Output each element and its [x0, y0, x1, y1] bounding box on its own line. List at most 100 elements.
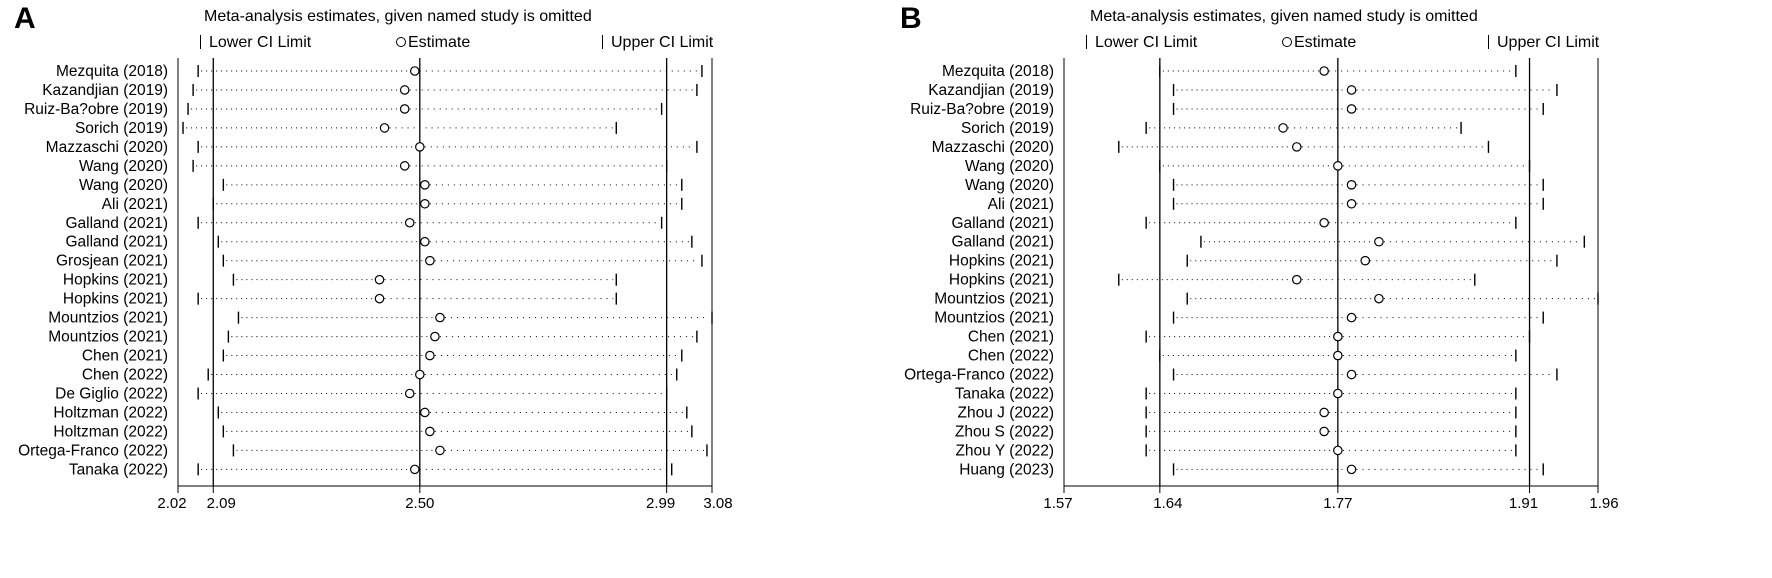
study-label: Huang (2023): [959, 461, 1054, 478]
study-label: Mountzios (2021): [934, 291, 1054, 308]
estimate-point: [435, 445, 445, 456]
estimate-point: [1346, 464, 1357, 475]
estimate-point: [404, 217, 415, 228]
legend-lower-label: Lower CI Limit: [209, 34, 312, 51]
study-label: Wang (2020): [965, 158, 1054, 175]
study-label: Zhou Y (2022): [955, 442, 1054, 459]
study-label: Hopkins (2021): [63, 272, 168, 289]
estimate-point: [379, 123, 390, 133]
legend-estimate: Estimate: [1282, 34, 1356, 56]
forest-plot-a: 2.02 2.09 2.50 2.99 3.08 Mezquita (2018) Kazan…: [18, 58, 733, 512]
estimate-point: [1291, 274, 1302, 285]
estimate-point: [1319, 66, 1329, 76]
estimate-point: [420, 407, 430, 418]
study-label: Kazandjian (2019): [928, 82, 1054, 99]
estimate-point: [374, 293, 385, 304]
estimate-point: [1360, 255, 1371, 266]
panel-a: A Meta-analysis estimates, given named s…: [14, 2, 733, 512]
study-label: Wang (2020): [79, 158, 168, 175]
estimate-point: [1346, 104, 1357, 114]
legend-estimate-label: Estimate: [408, 34, 471, 51]
study-label: Wang (2020): [965, 177, 1054, 194]
estimate-point: [404, 388, 415, 399]
estimate-point: [1346, 198, 1357, 209]
estimate-point: [1278, 123, 1288, 133]
estimate-point: [1374, 293, 1384, 304]
study-label: Mountzios (2021): [48, 310, 168, 327]
estimate-point: [415, 142, 425, 152]
study-label: Hopkins (2021): [63, 291, 168, 308]
x-tick-label: 1.96: [1589, 495, 1618, 512]
study-label: Ortega-Franco (2022): [904, 367, 1054, 384]
estimate-point: [374, 274, 385, 285]
estimate-point: [399, 85, 410, 95]
study-label: Wang (2020): [79, 177, 168, 194]
study-label: Zhou J (2022): [958, 404, 1055, 421]
legend-estimate-label: Estimate: [1294, 34, 1357, 51]
legend-upper-label: Upper CI Limit: [1497, 34, 1600, 51]
estimate-point: [1291, 142, 1302, 152]
panel-b: B Meta-analysis estimates, given named s…: [886, 0, 1772, 578]
legend-lower-ci: Lower CI Limit: [200, 34, 311, 56]
x-tick-label: 1.57: [1043, 495, 1072, 512]
estimate-point: [399, 161, 410, 171]
legend-upper-ci: Upper CI Limit: [1488, 34, 1599, 56]
study-label: Mazzaschi (2020): [932, 139, 1054, 156]
estimate-point: [420, 236, 430, 247]
study-label: Mazzaschi (2020): [46, 139, 168, 156]
study-label: Zhou S (2022): [955, 423, 1054, 440]
study-label: Grosjean (2021): [56, 253, 168, 270]
study-label: Tanaka (2022): [69, 461, 168, 478]
panel-letter: A: [14, 2, 36, 35]
estimate-point: [1346, 85, 1357, 95]
study-label: Holtzman (2022): [53, 423, 168, 440]
study-label: Mezquita (2018): [56, 63, 168, 80]
study-label: Chen (2021): [82, 348, 168, 365]
legend-upper-label: Upper CI Limit: [611, 34, 714, 51]
x-tick-label: 1.64: [1153, 495, 1182, 512]
study-label: Kazandjian (2019): [42, 82, 168, 99]
estimate-point: [1333, 161, 1343, 171]
estimate-point: [425, 426, 435, 437]
study-label: Mezquita (2018): [942, 63, 1054, 80]
study-label: Chen (2022): [82, 367, 168, 384]
study-label: Sorich (2019): [961, 120, 1054, 137]
study-label: Ruiz-Ba?obre (2019): [910, 101, 1054, 118]
estimate-point: [1374, 236, 1384, 247]
study-label: Ortega-Franco (2022): [18, 442, 168, 459]
estimate-point: [435, 312, 445, 323]
estimate-point: [1333, 331, 1343, 342]
study-label: Sorich (2019): [75, 120, 168, 137]
estimate-point: [1319, 426, 1329, 437]
estimate-point: [425, 255, 435, 266]
study-label: De Giglio (2022): [55, 385, 168, 402]
estimate-marker-icon: [396, 37, 406, 47]
estimate-point: [399, 104, 410, 114]
estimate-point: [1319, 407, 1329, 418]
study-label: Chen (2022): [968, 348, 1054, 365]
estimate-point: [1346, 180, 1357, 190]
x-tick-label: 1.77: [1323, 495, 1352, 512]
estimate-point: [1333, 445, 1343, 456]
x-tick-label: 2.50: [405, 495, 434, 512]
study-label: Mountzios (2021): [48, 329, 168, 346]
forest-plot-b: 1.57 1.64 1.77 1.91 1.96 Mezquita (2018) Kazan…: [904, 58, 1619, 512]
study-label: Ali (2021): [102, 196, 168, 213]
lower-ci-marker-icon: [200, 35, 201, 49]
study-label: Hopkins (2021): [949, 253, 1054, 270]
panel-title: Meta-analysis estimates, given named stu…: [1090, 8, 1478, 25]
estimate-point: [1333, 350, 1343, 361]
legend-upper-ci: Upper CI Limit: [602, 34, 713, 56]
study-label: Galland (2021): [951, 234, 1054, 251]
legend-lower-ci: Lower CI Limit: [1086, 34, 1197, 56]
study-label: Ali (2021): [988, 196, 1054, 213]
x-tick-label: 2.99: [646, 495, 675, 512]
study-label: Tanaka (2022): [955, 385, 1054, 402]
estimate-point: [409, 66, 420, 76]
panel-letter: B: [900, 2, 922, 35]
x-tick-label: 3.08: [703, 495, 732, 512]
study-label: Galland (2021): [65, 234, 168, 251]
lower-ci-marker-icon: [1086, 35, 1087, 49]
estimate-marker-icon: [1282, 37, 1292, 47]
estimate-point: [1319, 217, 1329, 228]
